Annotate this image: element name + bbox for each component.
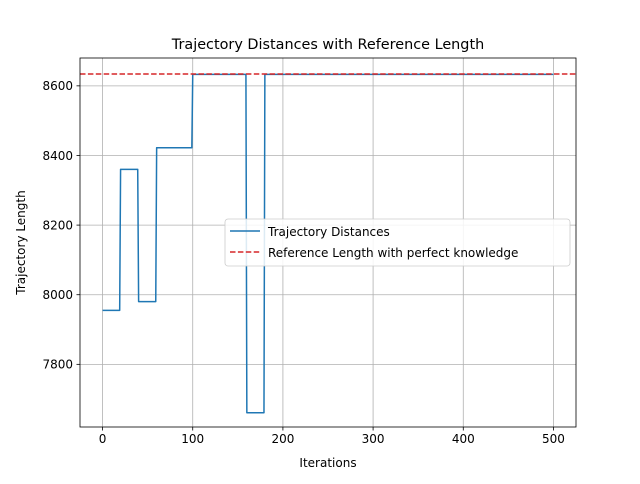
- y-tick-label: 8200: [42, 218, 73, 232]
- legend-label-reference: Reference Length with perfect knowledge: [268, 246, 518, 260]
- legend-label-trajectory: Trajectory Distances: [267, 225, 390, 239]
- legend: Trajectory Distances Reference Length wi…: [224, 218, 571, 267]
- series-line-trajectory-distances: [102, 73, 554, 414]
- x-tick-label: 200: [271, 432, 294, 446]
- plot-lines: [80, 73, 576, 414]
- chart-title: Trajectory Distances with Reference Leng…: [171, 37, 484, 53]
- plot-frame: [79, 57, 577, 428]
- x-tick-label: 400: [452, 432, 475, 446]
- y-tick-label: 8400: [42, 149, 73, 163]
- y-tick-label: 8600: [42, 79, 73, 93]
- x-tick-label: 0: [99, 432, 107, 446]
- x-tick-label: 500: [542, 432, 565, 446]
- y-tick-label: 7800: [42, 358, 73, 372]
- x-tick-label: 300: [362, 432, 385, 446]
- x-tick-label: 100: [181, 432, 204, 446]
- y-axis-label: Trajectory Length: [14, 190, 28, 295]
- y-tick-label: 8000: [42, 288, 73, 302]
- axis-ticks: 0 100 200 300 400 500 7800 8000 8200 8400 8600: [42, 79, 564, 446]
- x-axis-label: Iterations: [299, 456, 356, 470]
- legend-box: [224, 218, 571, 267]
